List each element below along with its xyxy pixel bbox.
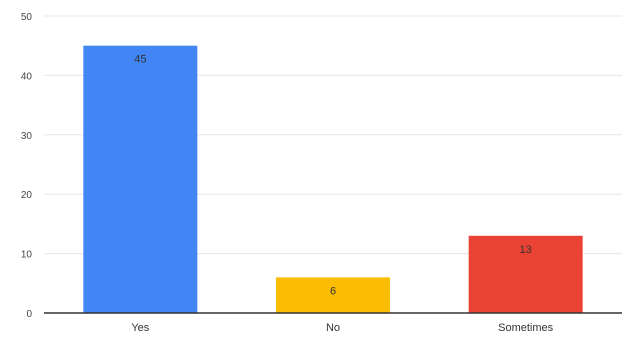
x-tick-label: Yes xyxy=(131,322,149,334)
y-tick-label: 50 xyxy=(21,12,33,23)
y-tick-label: 40 xyxy=(21,71,33,82)
x-tick-label: Sometimes xyxy=(498,322,554,334)
x-axis-ticks: Yes No Sometimes xyxy=(131,322,553,334)
data-label: 13 xyxy=(520,244,532,256)
y-tick-label: 10 xyxy=(21,250,33,261)
data-label: 45 xyxy=(134,54,146,66)
y-axis-ticks: 0 10 20 30 40 50 xyxy=(21,12,33,320)
y-tick-label: 0 xyxy=(26,309,32,320)
y-tick-label: 30 xyxy=(21,131,33,142)
bars: 45 6 13 xyxy=(83,45,583,313)
data-label: 6 xyxy=(330,285,336,297)
bar-yes xyxy=(83,45,198,313)
y-tick-label: 20 xyxy=(21,190,33,201)
x-tick-label: No xyxy=(326,322,340,334)
bar-sometimes xyxy=(468,235,583,313)
bar-no xyxy=(276,277,390,313)
